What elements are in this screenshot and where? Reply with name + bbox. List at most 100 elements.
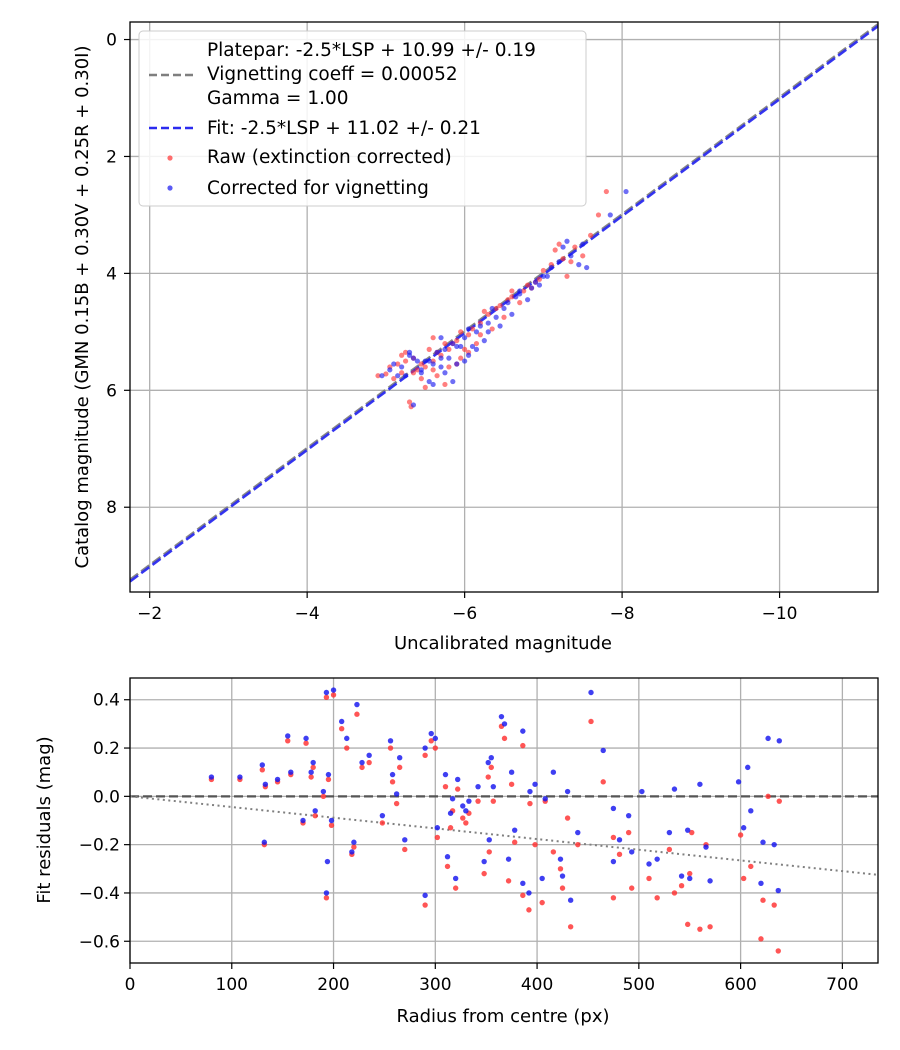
bottom-data-point — [629, 885, 635, 891]
bottom-data-point — [532, 841, 538, 848]
bottom-data-point — [323, 890, 330, 896]
bottom-data-point — [389, 771, 396, 778]
top-data-point — [489, 326, 495, 332]
bottom-data-point — [646, 875, 652, 882]
bottom-data-point — [285, 733, 291, 739]
bottom-data-point — [520, 742, 526, 749]
bottom-data-point — [610, 895, 617, 901]
top-data-point — [477, 323, 483, 329]
bottom-x-axis-title: Radius from centre (px) — [396, 1006, 609, 1027]
bottom-data-point — [588, 718, 594, 725]
top-plot-frame — [129, 21, 879, 593]
top-data-point — [462, 335, 468, 341]
bottom-data-point — [288, 769, 294, 775]
bottom-data-point — [508, 769, 515, 775]
bottom-data-point — [508, 781, 515, 787]
top-data-point — [422, 358, 428, 364]
top-data-point — [517, 291, 523, 297]
bottom-data-point — [387, 738, 394, 744]
top-x-tick-label: −6 — [452, 604, 477, 624]
line-fit — [130, 25, 878, 583]
legend-marker-corrected-dot — [167, 185, 173, 191]
bottom-data-point — [666, 846, 673, 853]
legend-box — [138, 30, 587, 207]
bottom-data-point — [707, 878, 713, 884]
top-data-point — [426, 358, 432, 364]
bottom-data-point — [325, 776, 332, 783]
bottom-data-point — [735, 779, 742, 785]
bottom-data-point — [550, 769, 557, 775]
bottom-data-point — [501, 721, 508, 727]
bottom-data-point — [600, 779, 606, 785]
top-data-point — [406, 349, 413, 355]
bottom-data-point — [444, 854, 451, 860]
top-data-point — [603, 188, 609, 195]
bottom-data-point — [616, 851, 623, 858]
bottom-data-point — [678, 883, 685, 889]
bottom-data-point — [775, 887, 781, 894]
top-data-point — [442, 370, 448, 376]
bottom-data-point — [432, 735, 439, 742]
bottom-data-point — [610, 834, 617, 841]
bottom-data-point — [697, 781, 703, 787]
top-data-point — [418, 361, 424, 367]
bottom-data-point — [323, 694, 330, 701]
bottom-data-point — [422, 745, 428, 751]
top-data-point — [422, 364, 428, 370]
bottom-data-point — [389, 779, 396, 785]
top-data-point — [556, 259, 562, 265]
bottom-data-point — [262, 781, 269, 787]
top-data-point — [410, 355, 417, 361]
bottom-data-point — [740, 875, 747, 882]
bottom-data-point — [303, 735, 309, 742]
top-data-point — [410, 402, 417, 408]
top-data-point — [564, 273, 570, 279]
bottom-ticks: 0 100 200 300 400 500 600 700 0.4 0.2 0.0 −0.2 −0.4 −… — [79, 691, 859, 995]
bottom-data-point — [274, 776, 281, 783]
bottom-data-point — [434, 825, 441, 831]
top-data-point — [387, 367, 393, 373]
top-data-point — [446, 364, 452, 370]
bottom-data-point — [760, 839, 766, 845]
bottom-y-tick-label: −0.4 — [79, 884, 120, 904]
bottom-data-point — [505, 856, 512, 862]
bottom-data-point — [460, 815, 466, 821]
bottom-data-point — [600, 747, 606, 754]
bottom-data-point — [449, 796, 456, 802]
top-data-point — [485, 329, 491, 335]
bottom-y-tick-label: −0.2 — [79, 836, 120, 856]
top-data-point — [406, 399, 413, 405]
bottom-data-point — [575, 841, 581, 848]
bottom-data-point — [687, 870, 693, 877]
top-data-point — [379, 373, 385, 379]
bottom-data-point — [285, 738, 291, 744]
top-data-point — [560, 256, 566, 262]
top-ticks: −2 −4 −6 −8 −10 0 2 4 6 8 — [106, 31, 797, 624]
bottom-series-corrected — [208, 687, 782, 903]
bottom-data-point — [444, 863, 451, 870]
top-data-point — [568, 253, 574, 259]
bottom-data-point — [740, 825, 747, 831]
top-data-point — [434, 373, 440, 379]
bottom-data-point — [452, 885, 459, 891]
bottom-data-point — [463, 808, 469, 814]
bottom-data-point — [323, 895, 330, 901]
bottom-data-point — [310, 764, 316, 771]
top-x-axis-title: Uncalibrated magnitude — [394, 633, 612, 654]
top-data-point — [568, 259, 574, 265]
bottom-data-point — [486, 849, 492, 855]
bottom-data-point — [490, 783, 497, 790]
top-data-point — [481, 338, 487, 344]
bottom-data-point — [610, 858, 617, 865]
top-data-point — [572, 244, 578, 250]
bottom-data-point — [646, 861, 652, 867]
top-data-point — [462, 346, 468, 352]
bottom-data-point — [354, 701, 360, 708]
bottom-data-point — [559, 873, 566, 879]
bottom-data-point — [488, 755, 494, 761]
bottom-data-point — [481, 858, 487, 865]
top-data-point — [497, 323, 503, 329]
top-data-point — [430, 381, 436, 388]
bottom-data-point — [328, 817, 335, 824]
